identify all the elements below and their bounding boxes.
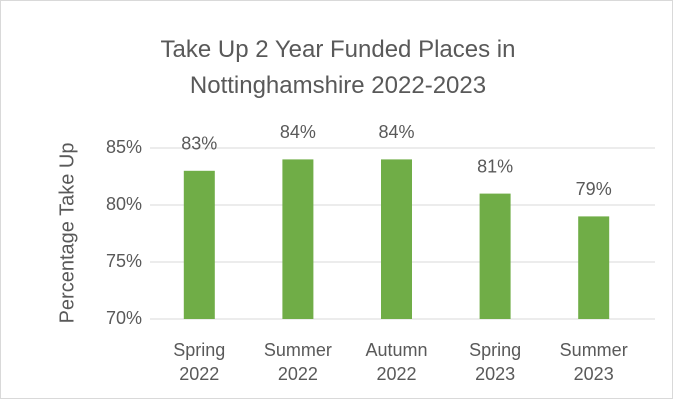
chart-title: Take Up 2 Year Funded Places in Nottingh…	[160, 36, 516, 99]
bar	[381, 159, 412, 319]
x-tick-label: Spring 2023	[469, 340, 522, 384]
bar	[479, 193, 511, 319]
y-axis-label: Percentage Take Up	[56, 143, 78, 324]
data-label: 84%	[280, 122, 316, 142]
x-tick-label: Spring 2022	[173, 340, 226, 384]
bar	[578, 216, 610, 319]
x-tick-label: Autumn 2022	[365, 340, 428, 384]
bar	[183, 170, 215, 319]
x-tick-label: Summer 2023	[559, 340, 628, 384]
y-tick-label: 85%	[106, 137, 142, 157]
y-tick-label: 75%	[106, 251, 142, 271]
data-label: 81%	[477, 156, 513, 176]
data-label: 84%	[378, 122, 414, 142]
y-tick-label: 70%	[106, 308, 142, 328]
bar	[282, 159, 314, 319]
y-tick-label: 80%	[106, 194, 142, 214]
data-label: 83%	[181, 134, 217, 154]
x-tick-label: Summer 2022	[263, 340, 332, 384]
data-label: 79%	[576, 179, 612, 199]
